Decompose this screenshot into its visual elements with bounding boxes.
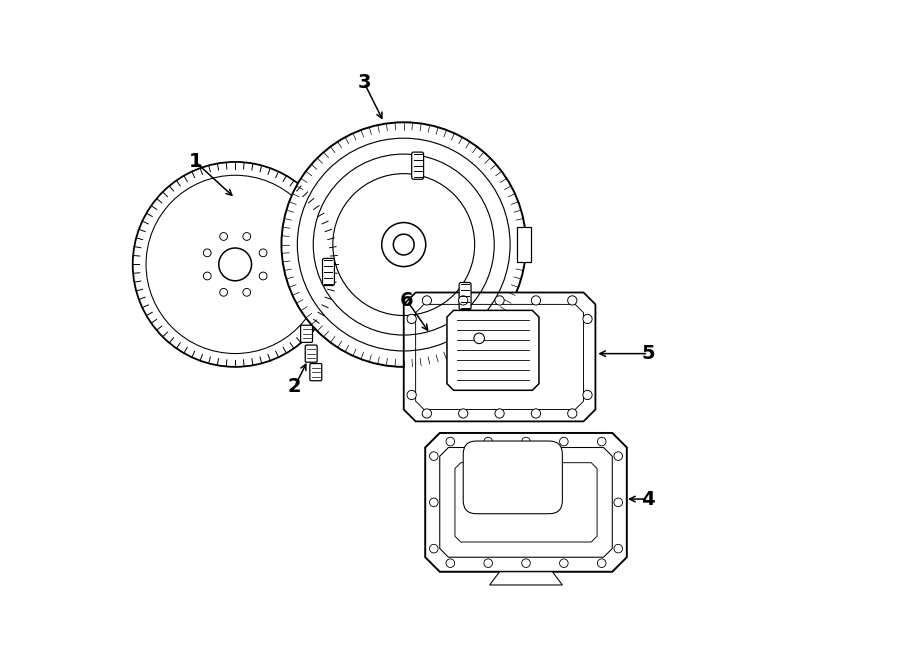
Circle shape: [459, 295, 468, 305]
Text: 1: 1: [189, 153, 202, 171]
Circle shape: [560, 438, 568, 446]
Text: 2: 2: [288, 377, 302, 396]
FancyBboxPatch shape: [518, 227, 531, 262]
FancyBboxPatch shape: [305, 345, 317, 362]
Circle shape: [203, 272, 212, 280]
Circle shape: [429, 545, 438, 553]
Circle shape: [560, 559, 568, 567]
Circle shape: [407, 314, 417, 323]
Polygon shape: [425, 433, 626, 572]
Circle shape: [495, 408, 504, 418]
Polygon shape: [404, 292, 596, 422]
Circle shape: [382, 223, 426, 266]
Text: 6: 6: [400, 292, 414, 310]
Circle shape: [219, 248, 252, 281]
Circle shape: [614, 498, 623, 507]
FancyBboxPatch shape: [459, 282, 471, 309]
Circle shape: [422, 408, 431, 418]
Text: 5: 5: [642, 344, 655, 363]
Circle shape: [598, 438, 606, 446]
Circle shape: [484, 559, 492, 567]
Circle shape: [568, 408, 577, 418]
Polygon shape: [490, 572, 562, 585]
Circle shape: [282, 122, 526, 367]
Circle shape: [243, 288, 250, 296]
Circle shape: [531, 295, 541, 305]
Circle shape: [459, 408, 468, 418]
Text: 3: 3: [357, 73, 371, 92]
Circle shape: [220, 288, 228, 296]
Circle shape: [495, 295, 504, 305]
Circle shape: [243, 233, 250, 241]
Polygon shape: [447, 311, 539, 390]
Circle shape: [422, 295, 431, 305]
Circle shape: [522, 438, 530, 446]
Circle shape: [259, 249, 267, 256]
FancyBboxPatch shape: [464, 441, 562, 514]
FancyBboxPatch shape: [322, 258, 335, 286]
Circle shape: [446, 559, 454, 567]
Circle shape: [429, 452, 438, 460]
Circle shape: [522, 559, 530, 567]
Text: 4: 4: [642, 490, 655, 508]
Circle shape: [583, 314, 592, 323]
Circle shape: [220, 233, 228, 241]
FancyBboxPatch shape: [310, 364, 322, 381]
Circle shape: [259, 272, 267, 280]
Circle shape: [446, 438, 454, 446]
Circle shape: [474, 333, 484, 344]
Circle shape: [132, 162, 338, 367]
Circle shape: [203, 249, 212, 256]
Circle shape: [393, 234, 414, 255]
Circle shape: [583, 390, 592, 399]
Circle shape: [614, 545, 623, 553]
Circle shape: [614, 452, 623, 460]
Circle shape: [598, 559, 606, 567]
FancyBboxPatch shape: [411, 152, 424, 179]
Circle shape: [484, 438, 492, 446]
FancyBboxPatch shape: [301, 325, 312, 342]
Circle shape: [429, 498, 438, 507]
Circle shape: [407, 390, 417, 399]
Circle shape: [568, 295, 577, 305]
Circle shape: [531, 408, 541, 418]
